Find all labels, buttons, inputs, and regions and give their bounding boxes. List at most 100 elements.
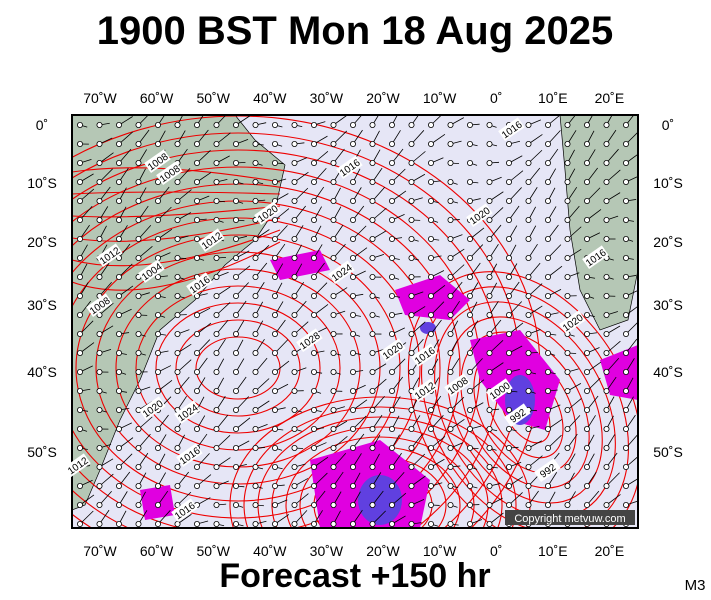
barb-station: [584, 444, 591, 451]
barb-station: [369, 178, 376, 185]
barb: [372, 395, 385, 411]
barb-station: [135, 122, 142, 129]
barb-station: [545, 235, 552, 242]
barb-station: [408, 197, 415, 204]
barb-station: [623, 216, 630, 223]
barb-station: [349, 521, 356, 528]
barb: [430, 301, 445, 316]
barb: [177, 376, 190, 392]
lat-label: 40˚S: [27, 364, 57, 380]
barb-station: [545, 444, 552, 451]
barb: [196, 474, 212, 487]
isobar-label-bg: [534, 458, 561, 482]
barb-station: [408, 425, 415, 432]
barb-station: [525, 292, 532, 299]
barb-station: [96, 140, 103, 147]
barb-station: [252, 159, 259, 166]
isobar-label-bg: [466, 203, 493, 227]
lon-label: 0˚: [490, 543, 502, 559]
barb-station: [271, 425, 278, 432]
barb-station: [77, 273, 84, 280]
isobar-label-bg: [504, 403, 531, 427]
barb-station: [427, 292, 434, 299]
barb: [216, 414, 229, 430]
barb-station: [135, 463, 142, 470]
barb-station: [545, 216, 552, 223]
isobar: [72, 241, 281, 291]
barb-station: [466, 178, 473, 185]
barb-station: [232, 292, 239, 299]
barb-station: [291, 122, 298, 129]
barb: [567, 226, 582, 240]
barb-station: [466, 254, 473, 261]
barb: [333, 435, 348, 449]
barb-station: [135, 235, 142, 242]
lat-label: 30˚S: [27, 297, 57, 313]
barb-station: [252, 178, 259, 185]
lat-label: 20˚S: [27, 234, 57, 250]
barb: [294, 510, 308, 525]
barb-station: [252, 254, 259, 261]
barb-station: [135, 254, 142, 261]
barb: [547, 434, 562, 449]
isobar-label-bg: [86, 293, 113, 317]
isobar-label-bg: [254, 201, 281, 225]
barb-station: [330, 368, 337, 375]
barb-station: [408, 311, 415, 318]
barb-station: [174, 197, 181, 204]
barb-station: [96, 444, 103, 451]
isobar-label-bg: [176, 443, 203, 467]
barb-station: [564, 235, 571, 242]
barb-station: [447, 197, 454, 204]
barb: [391, 358, 406, 373]
barb-station: [369, 273, 376, 280]
barb-station: [369, 311, 376, 318]
barb: [430, 115, 443, 126]
barb: [606, 472, 620, 487]
barb-station: [427, 273, 434, 280]
barb-station: [154, 292, 161, 299]
barb-station: [525, 122, 532, 129]
barb-station: [564, 387, 571, 394]
barb-station: [135, 216, 142, 223]
lon-label: 20˚E: [595, 90, 625, 106]
barb-station: [154, 330, 161, 337]
isobar-label-bg: [138, 259, 165, 283]
barb-station: [525, 330, 532, 337]
barb-station: [466, 387, 473, 394]
barb-station: [271, 349, 278, 356]
barb-station: [369, 330, 376, 337]
barb: [294, 187, 309, 202]
barb-station: [154, 235, 161, 242]
isobar-label-bg: [171, 498, 198, 522]
barb-station: [213, 178, 220, 185]
barb-station: [291, 387, 298, 394]
lat-label: 0˚: [662, 117, 674, 133]
barb-station: [349, 235, 356, 242]
barb-station: [310, 482, 317, 489]
barb-station: [291, 521, 298, 528]
barb-station: [135, 159, 142, 166]
lon-label: 10˚W: [423, 543, 457, 559]
barb-station: [310, 122, 317, 129]
isobar-label-bg: [64, 453, 91, 477]
barb-station: [525, 216, 532, 223]
barb-station: [369, 406, 376, 413]
barb-station: [447, 521, 454, 528]
barb-station: [232, 216, 239, 223]
barb-station: [349, 140, 356, 147]
barb: [274, 339, 289, 354]
barb-station: [77, 254, 84, 261]
lon-label: 10˚E: [538, 543, 568, 559]
barb-station: [388, 311, 395, 318]
barb-station: [330, 178, 337, 185]
barb-station: [584, 387, 591, 394]
barb-station: [271, 122, 278, 129]
barb-station: [525, 140, 532, 147]
lon-label: 30˚W: [310, 543, 344, 559]
barb-station: [96, 273, 103, 280]
barb: [606, 148, 619, 164]
barb-station: [232, 444, 239, 451]
isobar-label-bg: [186, 272, 213, 296]
barb-station: [330, 197, 337, 204]
